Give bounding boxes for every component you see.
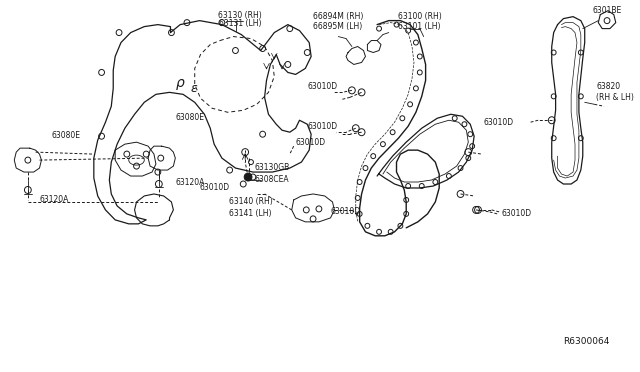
Text: 63140 (RH): 63140 (RH) — [228, 198, 273, 206]
Text: 63100 (RH): 63100 (RH) — [399, 12, 442, 21]
Text: 63010D: 63010D — [484, 118, 514, 127]
Text: 63130 (RH): 63130 (RH) — [218, 11, 262, 20]
Text: 63010D: 63010D — [307, 122, 337, 131]
Text: 63010D: 63010D — [501, 209, 531, 218]
Text: 6308CEA: 6308CEA — [255, 174, 289, 183]
Text: 66894M (RH): 66894M (RH) — [313, 12, 364, 21]
Text: 63101 (LH): 63101 (LH) — [399, 22, 441, 31]
Text: $\epsilon$: $\epsilon$ — [189, 82, 198, 95]
Text: 66895M (LH): 66895M (LH) — [313, 22, 362, 31]
Text: $\rho$: $\rho$ — [175, 77, 186, 92]
Text: 63080E: 63080E — [51, 131, 80, 140]
Text: 63010D: 63010D — [296, 138, 326, 147]
Text: 63820: 63820 — [596, 82, 621, 91]
Text: 6301BE: 6301BE — [593, 6, 621, 15]
Text: 63130GB: 63130GB — [255, 163, 290, 171]
Text: 63120A: 63120A — [175, 177, 205, 186]
Text: R6300064: R6300064 — [563, 337, 610, 346]
Text: 63010D: 63010D — [330, 208, 361, 217]
Text: 63010D: 63010D — [307, 82, 337, 91]
Text: 63131 (LH): 63131 (LH) — [219, 19, 262, 28]
Circle shape — [244, 173, 252, 181]
Text: 63141 (LH): 63141 (LH) — [228, 209, 271, 218]
Text: 63080E: 63080E — [175, 113, 204, 122]
Text: (RH & LH): (RH & LH) — [596, 93, 634, 102]
Text: 63120A: 63120A — [40, 195, 69, 205]
Text: 63010D: 63010D — [200, 183, 230, 192]
